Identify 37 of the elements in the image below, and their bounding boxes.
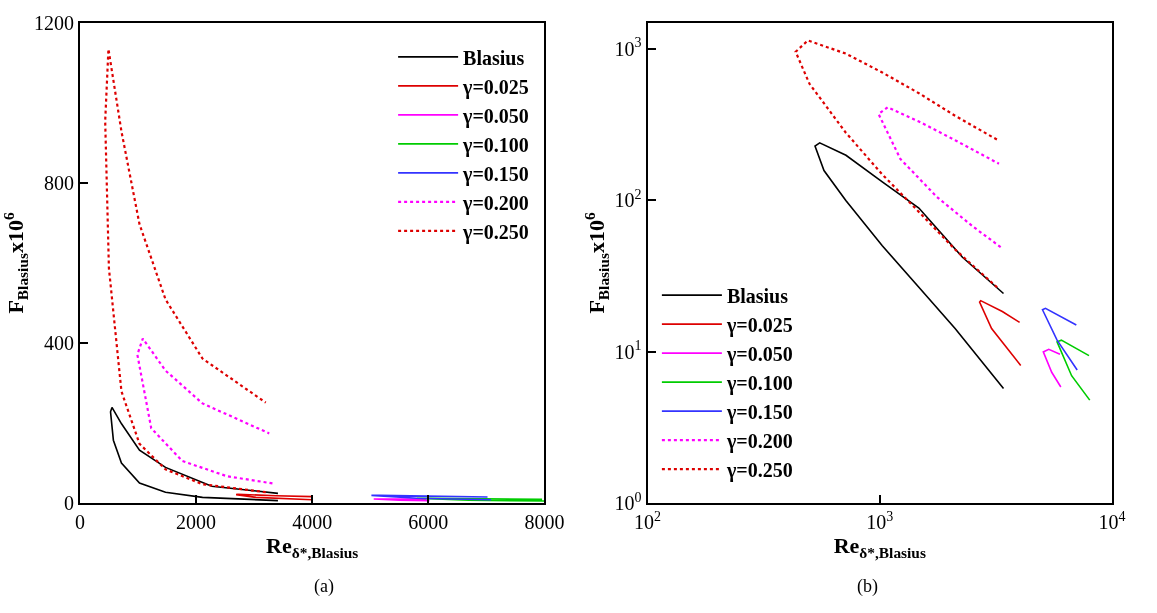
x-tick-label: 10$^{3}$ <box>866 508 894 533</box>
y-tick-label: 800 <box>44 172 74 194</box>
legend-label: Blasius <box>726 284 789 307</box>
y-tick-label: 10$^{2}$ <box>614 186 642 212</box>
legend-label: γ=0.025 <box>725 313 793 337</box>
x-axis-title: Re$_{δ*,Blasius}$ <box>833 533 926 561</box>
x-tick-label: 2000 <box>176 511 217 533</box>
text: (a) <box>314 576 334 597</box>
legend-label: Blasius <box>463 46 525 69</box>
y-tick-label: 400 <box>44 332 74 354</box>
y-tick-label: 0 <box>64 492 74 514</box>
line-series <box>136 337 274 485</box>
line-series <box>1056 339 1091 401</box>
line-series <box>1041 307 1078 371</box>
legend-label: γ=0.200 <box>462 191 529 215</box>
legend-label: γ=0.150 <box>462 162 529 186</box>
legend-label: γ=0.050 <box>462 104 529 128</box>
legend-label: γ=0.250 <box>462 220 529 244</box>
legend-label: γ=0.100 <box>462 133 529 157</box>
x-axis-title: Re$_{δ*,Blasius}$ <box>266 533 359 561</box>
y-tick-label: 10$^{1}$ <box>614 338 642 363</box>
line-series <box>1042 348 1062 388</box>
legend-label: γ=0.200 <box>725 429 793 453</box>
y-tick-label: 10$^{3}$ <box>614 35 642 60</box>
legend-label: γ=0.025 <box>462 75 529 99</box>
x-tick-label: 4000 <box>292 511 333 533</box>
text: (b) <box>857 576 878 597</box>
x-tick-label: 6000 <box>408 511 449 533</box>
x-tick-label: 8000 <box>524 511 565 533</box>
legend-label: γ=0.100 <box>725 371 793 395</box>
y-tick-label: 1200 <box>34 12 74 34</box>
x-tick-label: 10$^{4}$ <box>1098 508 1126 533</box>
line-series <box>109 406 279 502</box>
legend-label: γ=0.050 <box>725 342 793 366</box>
line-series <box>978 299 1022 367</box>
legend-label: γ=0.150 <box>725 400 793 424</box>
legend-label: γ=0.250 <box>725 458 793 482</box>
